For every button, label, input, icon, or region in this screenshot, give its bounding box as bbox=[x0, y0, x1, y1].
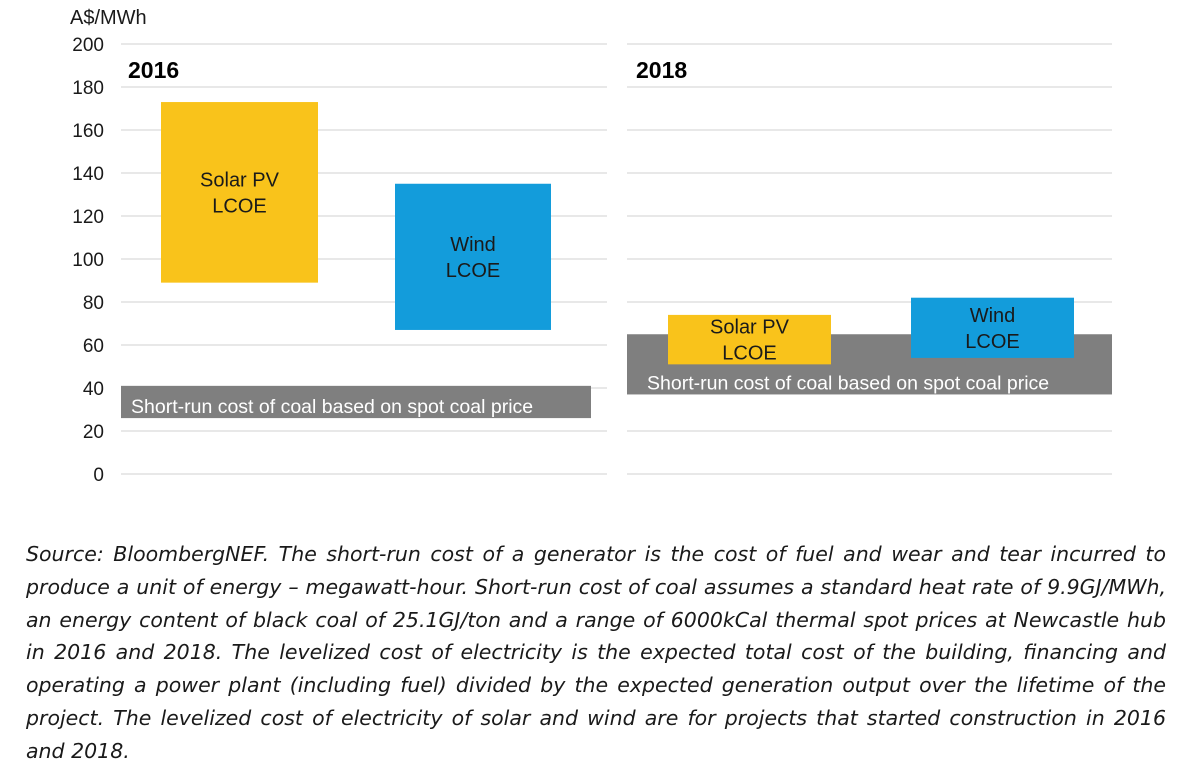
chart: A$/MWh 0 20 40 60 80 100 120 140 160 180 200 Solar P… bbox=[70, 7, 1112, 486]
panel-title: 2018 bbox=[636, 57, 687, 83]
solar-lcoe-bar bbox=[161, 102, 318, 283]
y-tick-label: 60 bbox=[83, 336, 104, 357]
y-tick-label: 160 bbox=[72, 121, 104, 142]
y-tick-label: 80 bbox=[83, 293, 104, 314]
coal-band-label: Short-run cost of coal based on spot coa… bbox=[647, 372, 1049, 394]
bar-label: Wind bbox=[970, 305, 1016, 327]
bar-label: LCOE bbox=[722, 343, 776, 365]
bar-label: LCOE bbox=[446, 260, 500, 282]
y-tick-label: 200 bbox=[72, 35, 104, 56]
y-tick-label: 120 bbox=[72, 207, 104, 228]
bar-label: Solar PV bbox=[200, 169, 280, 191]
source-caption: Source: BloombergNEF. The short-run cost… bbox=[26, 542, 1166, 763]
y-axis-label: A$/MWh bbox=[70, 7, 147, 29]
bar-label: Wind bbox=[450, 234, 496, 256]
y-tick-label: 0 bbox=[93, 465, 104, 486]
bar-label: LCOE bbox=[965, 331, 1019, 353]
y-tick-label: 20 bbox=[83, 422, 104, 443]
coal-cost-band bbox=[121, 385, 591, 419]
y-tick-label: 180 bbox=[72, 78, 104, 99]
coal-band-label: Short-run cost of coal based on spot coa… bbox=[131, 396, 533, 418]
wind-lcoe-bar bbox=[911, 297, 1074, 358]
wind-lcoe-bar bbox=[395, 183, 551, 330]
y-tick-label: 100 bbox=[72, 250, 104, 271]
panel-title: 2016 bbox=[128, 57, 179, 83]
solar-lcoe-bar bbox=[668, 314, 831, 365]
y-tick-label: 140 bbox=[72, 164, 104, 185]
bar-label: Solar PV bbox=[710, 317, 790, 339]
y-tick-label: 40 bbox=[83, 379, 104, 400]
bar-label: LCOE bbox=[212, 195, 266, 217]
